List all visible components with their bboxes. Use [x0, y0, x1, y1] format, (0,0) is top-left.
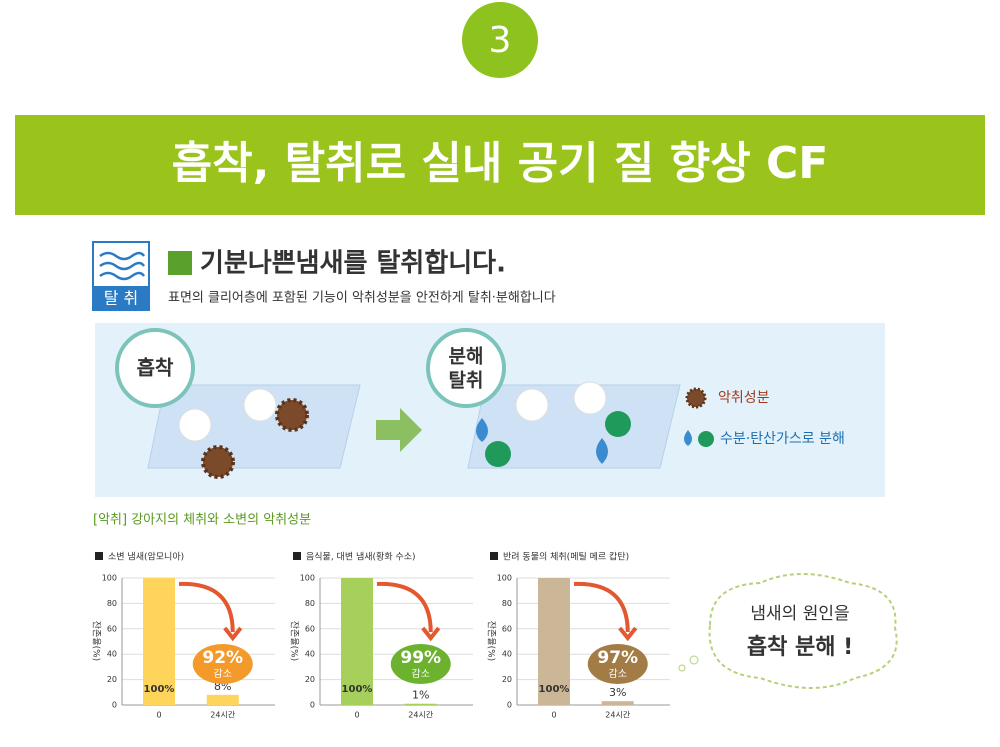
- bar: [143, 578, 175, 705]
- bar: [538, 578, 570, 705]
- molecule: [178, 408, 212, 442]
- y-tick-label: 0: [112, 701, 117, 710]
- reduction-badge: [192, 644, 253, 684]
- title-square: [95, 552, 103, 560]
- icon-label-bg: [93, 286, 149, 310]
- icon-waves: [99, 251, 146, 281]
- y-tick-label: 0: [310, 701, 315, 710]
- value-label: 100%: [342, 684, 373, 695]
- water: [596, 438, 608, 464]
- legend-icon: [684, 430, 692, 446]
- arrow: [376, 408, 422, 452]
- y-tick-label: 60: [502, 624, 512, 633]
- gas: [605, 411, 631, 437]
- step-badge: [462, 2, 538, 78]
- surface-1: [147, 384, 361, 469]
- x-tick-label: 0: [156, 711, 161, 720]
- banner-title: 흡착, 탈취로 실내 공기 질 향상 CF: [172, 138, 829, 189]
- stage-circle: [115, 328, 195, 408]
- callout-dot: [678, 664, 686, 672]
- title-square: [490, 552, 498, 560]
- y-tick-label: 80: [305, 599, 315, 608]
- molecule: [573, 381, 607, 415]
- stage-circle: [426, 328, 506, 408]
- chart-title: 소변 냄새(암모니아): [108, 551, 184, 563]
- bar: [206, 694, 239, 705]
- molecule: [243, 388, 277, 422]
- odor-particle: [275, 398, 309, 432]
- y-tick-label: 100: [497, 574, 512, 583]
- reduction-label: 감소: [609, 668, 627, 680]
- chart-title: 반려 동물의 체취(메틸 메르 캅탄): [503, 551, 629, 563]
- bar: [341, 578, 373, 705]
- reduction-arrow: [376, 581, 433, 633]
- section-title: [악취] 강아지의 체취와 소변의 악취성분: [93, 513, 311, 528]
- y-tick-label: 20: [305, 675, 315, 684]
- stage-label: 탈취: [449, 370, 484, 392]
- x-tick-label: 0: [354, 711, 359, 720]
- reduction-label: 감소: [214, 668, 232, 680]
- y-tick-label: 100: [300, 574, 315, 583]
- y-tick-label: 40: [502, 650, 512, 659]
- y-tick-label: 60: [107, 624, 117, 633]
- reduction-value: 97%: [597, 648, 638, 668]
- step-number: 3: [489, 20, 512, 61]
- gas: [485, 441, 511, 467]
- callout-text: 흡착 분해 !: [747, 635, 853, 660]
- y-axis-label: 잔존율(%): [486, 621, 497, 661]
- callout-bubble: [708, 573, 898, 689]
- reduction-value: 99%: [400, 648, 441, 668]
- banner: [15, 115, 985, 215]
- molecule: [515, 388, 549, 422]
- icon-label: 탈 취: [104, 289, 139, 308]
- x-tick-label: 24시간: [210, 710, 236, 720]
- y-axis-label: 잔존율(%): [289, 621, 300, 661]
- bar: [404, 703, 437, 705]
- heading: 기분나쁜냄새를 탈취합니다.: [200, 249, 506, 279]
- reduction-badge: [390, 644, 451, 684]
- value-label: 1%: [412, 689, 429, 702]
- y-tick-label: 60: [305, 624, 315, 633]
- stage-label: 분해: [449, 346, 484, 368]
- reduction-value: 92%: [202, 648, 243, 668]
- value-label: 100%: [539, 684, 570, 695]
- callout-dot: [689, 655, 699, 665]
- value-label: 100%: [144, 684, 175, 695]
- legend-label: 악취성분: [718, 390, 770, 406]
- y-tick-label: 0: [507, 701, 512, 710]
- subheading: 표면의 클리어층에 포함된 기능이 악취성분을 안전하게 탈취·분해합니다: [168, 291, 556, 306]
- water: [476, 418, 488, 442]
- y-tick-label: 40: [107, 650, 117, 659]
- x-tick-label: 24시간: [408, 710, 434, 720]
- reduction-arrowhead: [618, 626, 638, 642]
- odor-particle: [201, 445, 235, 479]
- stage-label: 흡착: [137, 356, 174, 380]
- y-tick-label: 80: [502, 599, 512, 608]
- y-tick-label: 80: [107, 599, 117, 608]
- y-tick-label: 100: [102, 574, 117, 583]
- callout-text: 냄새의 원인을: [750, 604, 849, 624]
- legend-icon: [698, 431, 714, 447]
- value-label: 3%: [609, 686, 626, 699]
- heading-square: [168, 251, 192, 275]
- y-tick-label: 20: [502, 675, 512, 684]
- y-axis-label: 잔존율(%): [91, 621, 102, 661]
- chart-title: 음식물, 대변 냄새(황화 수소): [306, 552, 416, 563]
- reduction-arrowhead: [223, 626, 243, 642]
- legend-label: 수분·탄산가스로 분해: [720, 431, 845, 447]
- legend-icon: [685, 387, 707, 409]
- reduction-arrowhead: [421, 626, 441, 642]
- bar: [601, 701, 634, 705]
- reduction-label: 감소: [412, 668, 430, 680]
- x-tick-label: 0: [551, 711, 556, 720]
- reduction-arrow: [573, 581, 630, 633]
- y-tick-label: 20: [107, 675, 117, 684]
- reduction-arrow: [178, 581, 235, 633]
- y-tick-label: 40: [305, 650, 315, 659]
- title-square: [293, 552, 301, 560]
- x-tick-label: 24시간: [605, 710, 631, 720]
- reduction-badge: [587, 644, 648, 684]
